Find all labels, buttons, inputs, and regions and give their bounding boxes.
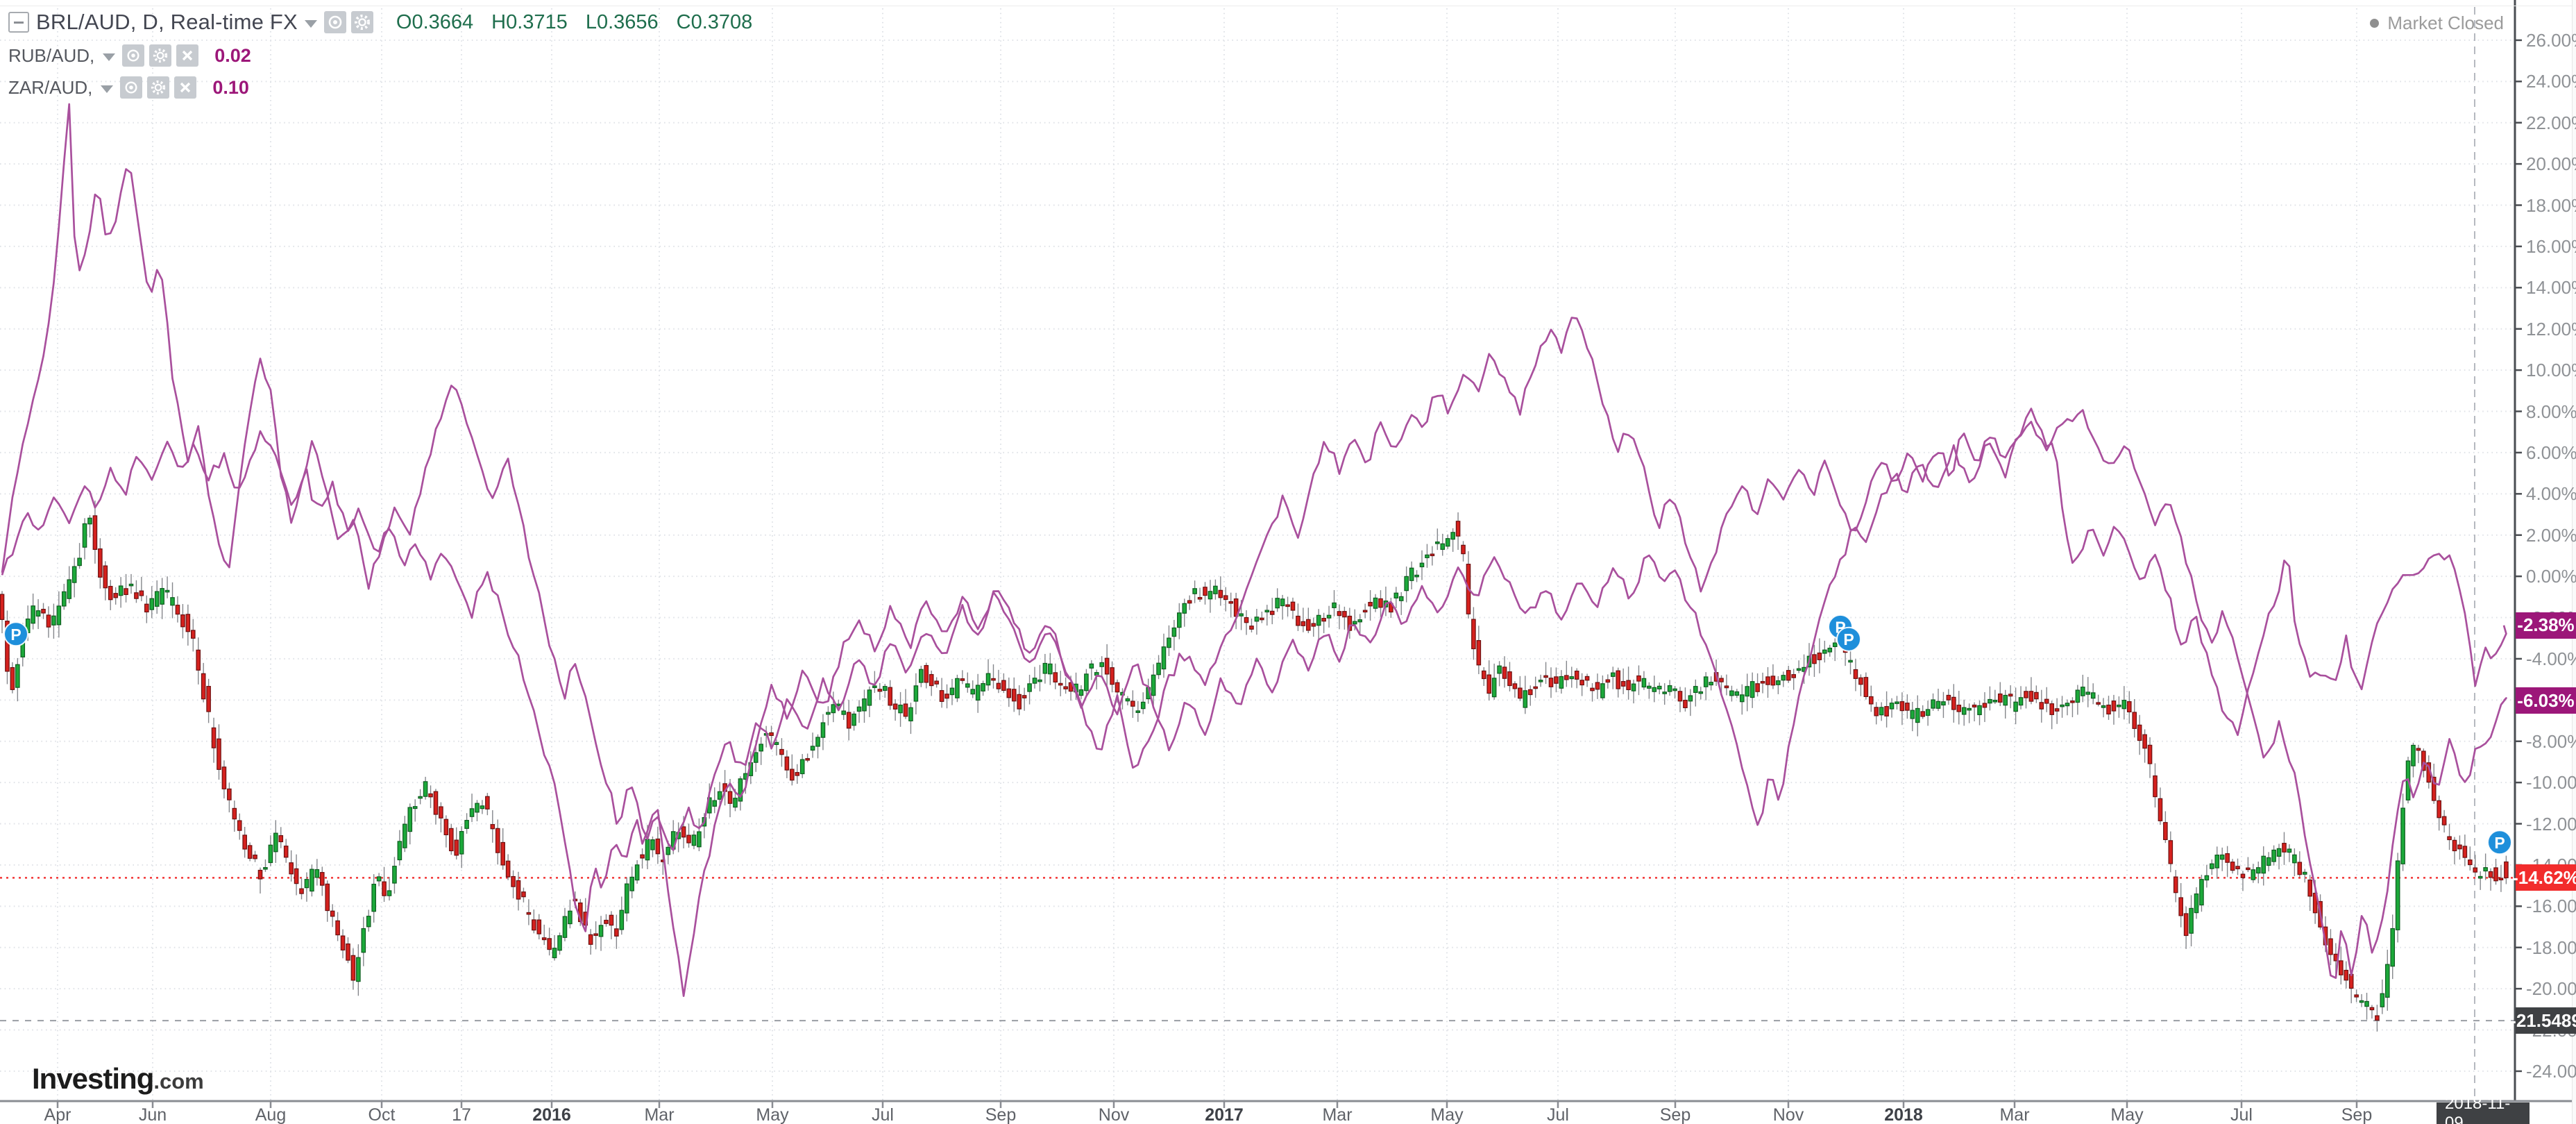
y-axis-label: -20.00% [2526, 978, 2576, 1000]
time-axis-label: Sep [985, 1105, 1017, 1124]
y-axis-label: -8.00% [2526, 730, 2576, 752]
close-icon[interactable] [176, 44, 199, 67]
gear-icon[interactable] [147, 76, 170, 99]
y-axis-label: 12.00% [2526, 318, 2576, 339]
price-badge: -14.62% [2512, 864, 2576, 891]
y-axis-label: 0.00% [2526, 566, 2576, 587]
time-axis-label: Nov [1772, 1105, 1804, 1124]
time-axis-label: Jul [2230, 1105, 2253, 1124]
time-axis-label: Jun [138, 1105, 167, 1124]
chevron-down-icon[interactable] [103, 53, 116, 61]
position-marker[interactable]: P [1836, 626, 1861, 652]
compare-line-zar-aud [1, 409, 2507, 998]
y-axis-label: -24.00% [2526, 1060, 2576, 1082]
price-badge: -6.03% [2516, 687, 2576, 714]
time-axis-label: Jul [1547, 1105, 1569, 1124]
time-axis-label: Mar [1999, 1105, 2030, 1124]
status-dot-icon [2370, 19, 2380, 28]
minus-icon [14, 21, 24, 24]
y-axis-label: 16.00% [2526, 235, 2576, 257]
svg-text:P: P [2494, 834, 2505, 852]
logo-brand-text: Investing [32, 1062, 154, 1095]
compare-row-zar-aud: ZAR/AUD, 0.10 [8, 76, 770, 99]
gear-icon[interactable] [350, 11, 373, 33]
y-axis-label: 22.00% [2526, 112, 2576, 133]
svg-text:P: P [10, 626, 21, 644]
y-axis-label: 26.00% [2526, 29, 2576, 51]
compare-value: 0.02 [214, 44, 251, 66]
position-marker[interactable]: P [3, 621, 28, 647]
y-axis-label: 20.00% [2526, 153, 2576, 175]
investing-com-logo[interactable]: Investing .com [32, 1062, 204, 1096]
compare-line-rub-aud [1, 103, 2507, 851]
y-axis-label: 10.00% [2526, 360, 2576, 381]
chevron-down-icon[interactable] [101, 85, 114, 93]
time-axis-label: 2017 [1205, 1105, 1244, 1124]
position-marker[interactable]: P [2487, 830, 2512, 855]
gear-icon[interactable] [149, 44, 172, 67]
main-symbol-row: BRL/AUD, D, Real-time FX O0.3664 H0.3715… [8, 10, 770, 35]
time-axis-label: Sep [1659, 1105, 1691, 1124]
symbol-title: BRL/AUD, D, Real-time FX [36, 10, 298, 34]
high-value: H0.3715 [491, 10, 568, 33]
y-axis-label: -16.00% [2526, 896, 2576, 917]
time-axis-label: May [2110, 1105, 2144, 1124]
compare-value: 0.10 [212, 76, 249, 98]
open-value: O0.3664 [396, 10, 474, 33]
eye-icon[interactable] [120, 76, 143, 99]
market-status: Market Closed [2370, 12, 2504, 34]
time-axis-label: Oct [368, 1105, 396, 1124]
time-axis-label: Mar [1322, 1105, 1353, 1124]
close-value: C0.3708 [676, 10, 753, 33]
eye-icon[interactable] [323, 11, 346, 33]
y-axis-label: 6.00% [2526, 442, 2576, 463]
collapse-legend-button[interactable] [8, 12, 29, 33]
compare-symbol-label: ZAR/AUD, [8, 76, 93, 98]
ohlc-values: O0.3664 H0.3715 L0.3656 C0.3708 [396, 11, 770, 34]
time-axis-label: 17 [452, 1105, 471, 1124]
y-axis-label: -4.00% [2526, 648, 2576, 669]
time-axis-label: 2018 [1884, 1105, 1923, 1124]
y-axis-label: -18.00% [2526, 937, 2576, 958]
y-axis-label: 4.00% [2526, 483, 2576, 505]
time-axis-label: Jul [872, 1105, 894, 1124]
price-badge: -21.5489 [2510, 1007, 2576, 1034]
markers-layer: P PPP [3, 614, 2512, 855]
y-axis-label: 18.00% [2526, 194, 2576, 216]
svg-text:P: P [1843, 630, 1854, 648]
market-status-label: Market Closed [2387, 12, 2504, 33]
y-axis-label: -10.00% [2526, 772, 2576, 794]
candlestick-series [0, 500, 2509, 1032]
close-icon[interactable] [174, 76, 197, 99]
y-axis-label: 14.00% [2526, 277, 2576, 299]
low-value: L0.3656 [585, 10, 659, 33]
y-axis-label: 24.00% [2526, 71, 2576, 92]
grid-layer [0, 8, 2515, 1101]
time-axis-label: Apr [44, 1105, 71, 1124]
y-axis-label: -12.00% [2526, 813, 2576, 834]
y-axis-label: 2.00% [2526, 524, 2576, 546]
time-axis-label: May [756, 1105, 789, 1124]
compare-row-rub-aud: RUB/AUD, 0.02 [8, 44, 770, 67]
price-badge: -2.38% [2516, 612, 2576, 639]
last-date-badge: 2018-11-09 [2437, 1094, 2530, 1124]
time-axis-label: Nov [1098, 1105, 1130, 1124]
logo-suffix-text: .com [153, 1069, 204, 1093]
levels-layer [0, 7, 2515, 1101]
symbol-legend: BRL/AUD, D, Real-time FX O0.3664 H0.3715… [8, 10, 770, 108]
chevron-down-icon[interactable] [304, 19, 317, 28]
time-axis-label: 2016 [532, 1105, 571, 1124]
time-axis-label: May [1430, 1105, 1464, 1124]
time-axis-label: Aug [255, 1105, 287, 1124]
eye-icon[interactable] [122, 44, 145, 67]
compare-line-series [1, 103, 2507, 998]
time-axis-label: Mar [644, 1105, 675, 1124]
compare-symbol-label: RUB/AUD, [8, 44, 95, 66]
time-axis-label: Sep [2341, 1105, 2373, 1124]
right-edge-strip [2572, 0, 2576, 1124]
y-axis-label: 8.00% [2526, 401, 2576, 422]
